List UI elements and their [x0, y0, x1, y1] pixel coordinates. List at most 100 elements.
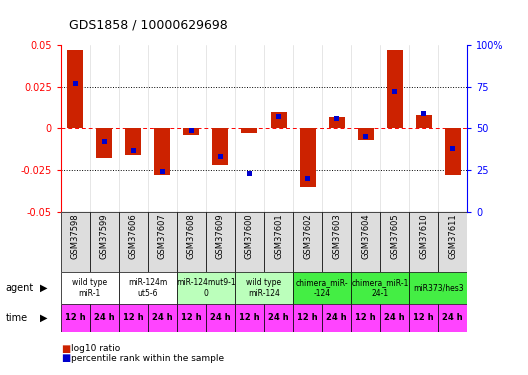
Bar [438, 212, 467, 272]
Bar [148, 304, 177, 332]
Bar [386, 50, 403, 128]
Text: GSM37607: GSM37607 [158, 214, 167, 260]
Bar [96, 128, 112, 159]
Text: time: time [5, 313, 27, 323]
Bar [392, 89, 397, 94]
Bar [264, 304, 293, 332]
Text: agent: agent [5, 283, 34, 293]
Text: GSM37609: GSM37609 [216, 214, 225, 259]
Text: 24 h: 24 h [442, 314, 463, 322]
Text: GSM37601: GSM37601 [274, 214, 283, 259]
Text: 12 h: 12 h [181, 314, 202, 322]
Bar [119, 272, 177, 304]
Text: GSM37599: GSM37599 [100, 214, 109, 259]
Bar [416, 115, 432, 128]
Text: chimera_miR-
-124: chimera_miR- -124 [296, 278, 348, 297]
Bar [67, 50, 83, 128]
Bar [235, 212, 264, 272]
Bar [351, 272, 409, 304]
Text: GSM37610: GSM37610 [419, 214, 428, 259]
Text: wild type
miR-124: wild type miR-124 [247, 278, 281, 297]
Bar [380, 212, 409, 272]
Bar [264, 212, 293, 272]
Text: GSM37600: GSM37600 [245, 214, 254, 259]
Bar [322, 304, 351, 332]
Text: 12 h: 12 h [239, 314, 260, 322]
Bar [322, 212, 351, 272]
Text: 24 h: 24 h [94, 314, 115, 322]
Text: GDS1858 / 10000629698: GDS1858 / 10000629698 [69, 19, 228, 32]
Bar [293, 212, 322, 272]
Bar [154, 128, 171, 175]
Text: GSM37608: GSM37608 [187, 214, 196, 260]
Bar [305, 176, 310, 181]
Bar [206, 304, 235, 332]
Bar [61, 272, 119, 304]
Bar [328, 117, 345, 128]
Bar [177, 304, 206, 332]
Text: GSM37604: GSM37604 [361, 214, 370, 259]
Bar [148, 212, 177, 272]
Bar [247, 171, 252, 176]
Bar [61, 212, 90, 272]
Bar [189, 128, 194, 133]
Bar [183, 128, 200, 135]
Text: percentile rank within the sample: percentile rank within the sample [71, 354, 224, 363]
Bar [131, 148, 136, 153]
Bar [177, 212, 206, 272]
Bar [119, 212, 148, 272]
Bar [438, 304, 467, 332]
Text: miR-124mut9-1
0: miR-124mut9-1 0 [176, 278, 235, 297]
Bar [293, 304, 322, 332]
Text: 24 h: 24 h [210, 314, 231, 322]
Bar [351, 212, 380, 272]
Text: ▶: ▶ [40, 283, 47, 293]
Text: 24 h: 24 h [268, 314, 289, 322]
Bar [125, 128, 142, 155]
Bar [445, 128, 461, 175]
Text: ■: ■ [61, 353, 70, 363]
Text: 24 h: 24 h [152, 314, 173, 322]
Bar [450, 146, 455, 151]
Text: 12 h: 12 h [65, 314, 86, 322]
Text: GSM37606: GSM37606 [129, 214, 138, 260]
Text: GSM37598: GSM37598 [71, 214, 80, 259]
Text: 24 h: 24 h [384, 314, 405, 322]
Text: 12 h: 12 h [123, 314, 144, 322]
Text: miR373/hes3: miR373/hes3 [413, 284, 464, 292]
Bar [73, 81, 78, 86]
Bar [351, 304, 380, 332]
Text: GSM37602: GSM37602 [303, 214, 312, 259]
Bar [270, 112, 287, 128]
Text: wild type
miR-1: wild type miR-1 [72, 278, 107, 297]
Bar [102, 139, 107, 144]
Text: 12 h: 12 h [297, 314, 318, 322]
Bar [235, 304, 264, 332]
Bar [206, 212, 235, 272]
Bar [293, 272, 351, 304]
Bar [61, 304, 90, 332]
Bar [235, 272, 293, 304]
Bar [160, 170, 165, 174]
Bar [357, 128, 374, 140]
Text: 12 h: 12 h [355, 314, 376, 322]
Text: log10 ratio: log10 ratio [71, 344, 120, 353]
Bar [218, 154, 223, 159]
Bar [409, 304, 438, 332]
Bar [409, 272, 467, 304]
Bar [177, 272, 235, 304]
Text: GSM37611: GSM37611 [448, 214, 457, 259]
Bar [90, 212, 119, 272]
Bar [212, 128, 229, 165]
Bar [380, 304, 409, 332]
Bar [276, 114, 281, 119]
Text: ▶: ▶ [40, 313, 47, 323]
Bar [363, 134, 368, 139]
Bar [409, 212, 438, 272]
Bar [119, 304, 148, 332]
Bar [299, 128, 316, 187]
Text: 24 h: 24 h [326, 314, 347, 322]
Bar [334, 116, 339, 121]
Bar [241, 128, 258, 133]
Text: GSM37605: GSM37605 [390, 214, 399, 259]
